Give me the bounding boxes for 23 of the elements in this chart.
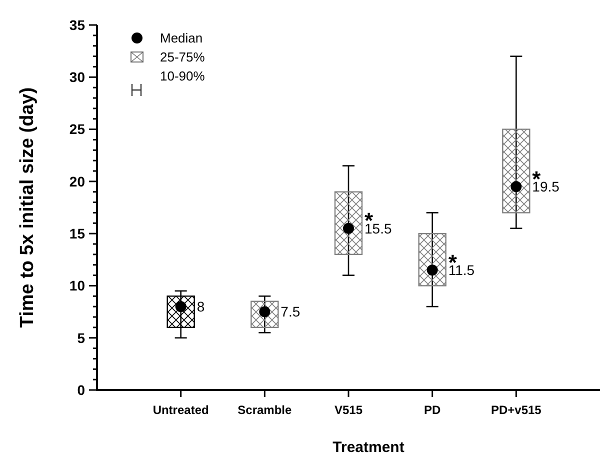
y-tick-label: 20 <box>69 173 86 190</box>
y-tick-label: 5 <box>77 330 86 346</box>
x-tick-label: Untreated <box>152 403 209 417</box>
y-tick-label: 35 <box>69 16 86 33</box>
annotation: 15.5 <box>364 220 392 236</box>
y-tick-label: 25 <box>69 121 86 138</box>
annotation: 10-90% <box>160 68 206 84</box>
y-tick-label: 30 <box>69 69 86 86</box>
annotation: Median <box>160 30 203 46</box>
annotation: 7.5 <box>280 304 300 320</box>
x-tick-label: Scramble <box>238 403 292 417</box>
x-tick-label: V515 <box>334 403 363 417</box>
x-axis-title: Treatment <box>332 439 404 456</box>
x-tick-label: PD+v515 <box>490 403 542 417</box>
y-axis-title: Time to 5x initial size (day) <box>17 87 38 328</box>
x-tick-label: PD <box>424 403 441 417</box>
y-tick-label: 0 <box>77 382 86 398</box>
annotation: 25-75% <box>160 50 206 65</box>
annotation: 8 <box>196 298 205 314</box>
y-tick-label: 15 <box>69 225 86 242</box>
y-tick-label: 10 <box>69 278 86 294</box>
annotation: 19.5 <box>532 178 560 195</box>
annotation: 11.5 <box>448 262 475 278</box>
